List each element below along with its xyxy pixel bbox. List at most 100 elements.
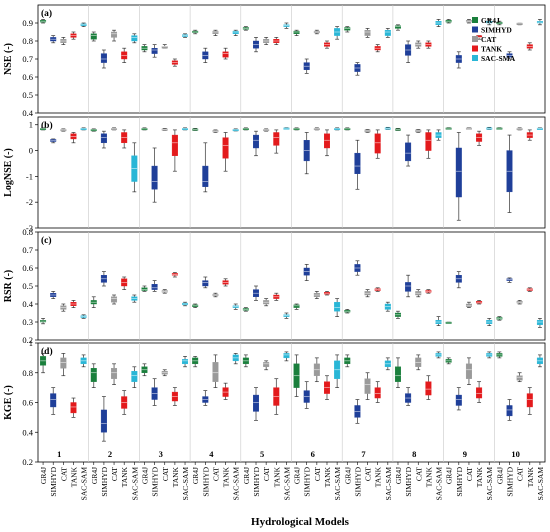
- x-tick-label: CAT: [161, 467, 170, 482]
- box-cat: [212, 362, 219, 382]
- x-tick-label: SIMHYD: [252, 466, 261, 496]
- y-tick-label: 0.4: [22, 299, 33, 309]
- panel-label: (a): [41, 8, 52, 19]
- x-tick-label: TANK: [475, 466, 484, 487]
- x-tick-label: TANK: [222, 466, 231, 487]
- box-simhyd: [405, 142, 412, 162]
- x-tick-label: SIMHYD: [201, 466, 210, 496]
- x-tick-label: CAT: [364, 467, 373, 482]
- box-simhyd: [151, 48, 158, 54]
- y-tick-label: 0.6: [22, 398, 33, 408]
- group-number: 6: [311, 449, 315, 459]
- box-gr4j: [90, 33, 97, 40]
- y-tick-label: 0.6: [22, 72, 33, 82]
- box-tank: [171, 134, 178, 156]
- box-sac-sma: [232, 30, 239, 35]
- y-tick-label: 0.5: [22, 90, 33, 100]
- x-tick-label: SAC-SAM: [485, 467, 494, 501]
- y-tick-label: 0.6: [22, 263, 33, 273]
- box-gr4j: [344, 27, 351, 31]
- x-tick-label: SIMHYD: [49, 466, 58, 496]
- y-tick-label: 0: [29, 146, 33, 156]
- x-tick-label: GR4J: [343, 467, 352, 484]
- box-tank: [222, 137, 229, 159]
- box-simhyd: [506, 405, 513, 417]
- x-tick-label: TANK: [272, 466, 281, 487]
- box-simhyd: [100, 53, 107, 63]
- x-tick-label: GR4J: [293, 467, 302, 484]
- x-tick-label: TANK: [323, 466, 332, 487]
- box-simhyd: [151, 165, 158, 190]
- box-simhyd: [354, 152, 361, 174]
- group-number: 9: [463, 449, 467, 459]
- x-axis-label: Hydrological Models: [251, 516, 350, 528]
- box-tank: [425, 132, 432, 151]
- x-tick-label: TANK: [374, 466, 383, 487]
- box-tank: [476, 387, 483, 399]
- x-tick-label: TANK: [526, 466, 535, 487]
- box-tank: [222, 51, 229, 58]
- panel-label: (d): [41, 346, 53, 357]
- x-tick-label: TANK: [120, 466, 129, 487]
- box-sac-sma: [334, 302, 341, 312]
- box-sac-sma: [131, 371, 138, 382]
- x-tick-label: CAT: [313, 467, 322, 482]
- group-number: 3: [159, 449, 163, 459]
- x-tick-label: SIMHYD: [303, 466, 312, 496]
- box-gr4j: [141, 287, 148, 291]
- group-number: 8: [412, 449, 416, 459]
- y-axis-label: RSR (-): [3, 270, 14, 303]
- x-tick-label: CAT: [465, 467, 474, 482]
- x-tick-label: CAT: [211, 467, 220, 482]
- legend-entry: SIMHYD: [481, 26, 512, 35]
- x-tick-label: GR4J: [394, 467, 403, 484]
- x-tick-label: SAC-SAM: [232, 467, 241, 501]
- box-simhyd: [100, 133, 107, 144]
- box-gr4j: [394, 25, 401, 29]
- x-tick-label: GR4J: [39, 467, 48, 484]
- legend-swatch: [472, 26, 478, 33]
- x-tick-label: SAC-SAM: [384, 467, 393, 501]
- box-sac-sma: [536, 320, 543, 325]
- x-tick-label: SIMHYD: [404, 466, 413, 496]
- panel-label: (b): [41, 120, 53, 131]
- box-cat: [364, 378, 371, 394]
- panel-c: 0.2 0.3 0.4 0.5 0.6 0.7 0.8 RSR (-) (c): [3, 227, 546, 345]
- group-number: 2: [108, 449, 112, 459]
- y-tick-label: 1: [29, 338, 33, 348]
- legend-entry: TANK: [481, 45, 502, 54]
- x-tick-label: GR4J: [90, 467, 99, 484]
- box-tank: [70, 402, 77, 414]
- y-tick-label: 0.9: [22, 18, 33, 28]
- box-simhyd: [455, 147, 462, 198]
- x-tick-label: SAC-SAM: [333, 467, 342, 501]
- legend-entry: SAC-SMA: [481, 54, 516, 63]
- box-simhyd: [100, 409, 107, 433]
- box-simhyd: [253, 394, 259, 412]
- x-tick-label: SAC-SAM: [435, 467, 444, 501]
- box-sac-sma: [131, 35, 138, 42]
- box-cat: [516, 375, 523, 381]
- x-tick-label: SAC-SAM: [282, 467, 291, 501]
- x-tick-label: SIMHYD: [506, 466, 515, 496]
- x-tick-label: SAC-SAM: [80, 467, 89, 501]
- y-tick-label: 0.3: [22, 317, 33, 327]
- y-tick-label: 0.5: [22, 281, 33, 291]
- x-tick-label: GR4J: [191, 467, 200, 484]
- box-simhyd: [405, 282, 412, 292]
- box-cat: [465, 363, 472, 379]
- legend-entry: GR4J: [481, 16, 500, 25]
- y-tick-label: 0.4: [22, 427, 33, 437]
- box-cat: [111, 31, 118, 38]
- x-tick-label: TANK: [424, 466, 433, 487]
- group-number: 5: [260, 449, 264, 459]
- box-tank: [273, 132, 280, 146]
- x-tick-label: SIMHYD: [353, 466, 362, 496]
- legend-swatch: [472, 55, 478, 61]
- y-tick-label: 0.8: [22, 227, 33, 237]
- box-cat: [111, 368, 118, 379]
- x-tick-label: GR4J: [445, 467, 454, 484]
- group-number: 4: [209, 449, 214, 459]
- y-tick-label: -2: [26, 197, 33, 207]
